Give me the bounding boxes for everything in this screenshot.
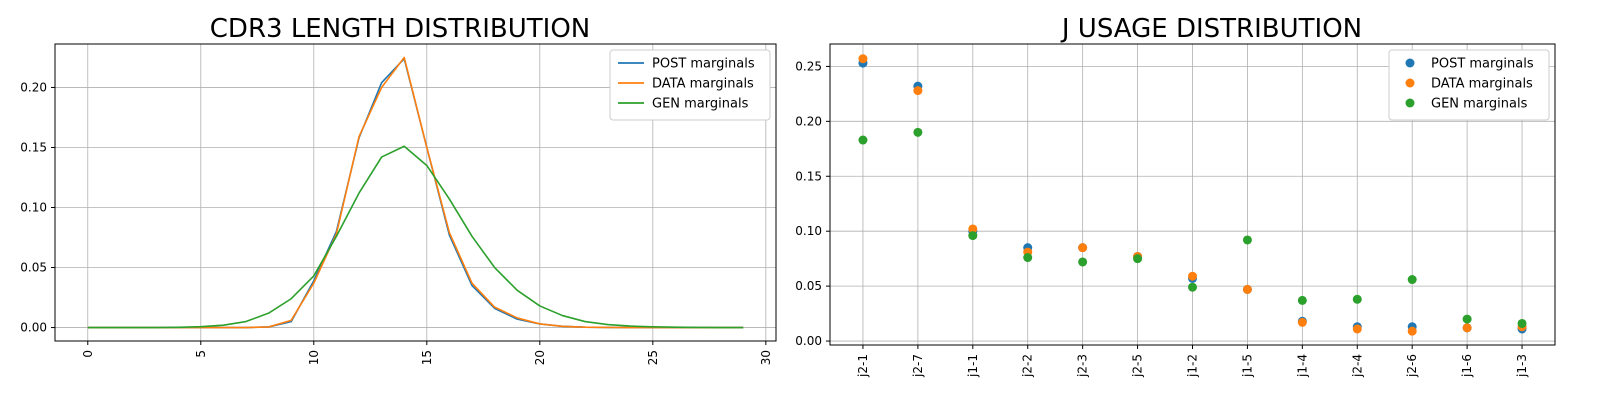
series-gen-marginals: [87, 145, 744, 329]
chart-title: CDR3 LENGTH DISTRIBUTION: [210, 14, 590, 44]
data-point: [1242, 284, 1252, 294]
legend-label: GEN marginals: [1431, 97, 1528, 112]
data-point: [913, 127, 923, 137]
x-tick-label: j1-3: [1515, 354, 1529, 378]
series-line: [87, 145, 744, 329]
x-tick-label: j2-4: [1350, 354, 1364, 378]
legend: POST marginals DATA marginals GEN marginal…: [609, 49, 771, 121]
data-point: [1242, 235, 1252, 245]
data-point: [1078, 257, 1088, 267]
data-point: [1407, 326, 1417, 336]
y-tick-label: 0.10: [795, 224, 822, 238]
x-tick-label: 10: [307, 350, 321, 365]
y-tick-label: 0.05: [795, 279, 822, 293]
data-point: [1462, 323, 1472, 333]
series-gen-marginals: [858, 127, 1527, 328]
legend-item: GEN marginals: [618, 97, 749, 112]
legend-item: GEN marginals: [1405, 97, 1528, 112]
legend: POST marginals DATA marginals GEN marginal…: [1388, 49, 1550, 121]
data-point: [1352, 294, 1362, 304]
y-tick-label: 0.15: [795, 169, 822, 183]
data-point: [1297, 317, 1307, 327]
y-tick-label: 0.05: [20, 261, 47, 275]
data-point: [1352, 324, 1362, 334]
legend-swatch: [1405, 58, 1415, 68]
x-tick-label: j1-6: [1460, 354, 1474, 378]
x-tick-label: 20: [533, 350, 547, 365]
legend-label: DATA marginals: [652, 77, 754, 92]
chart-title: J USAGE DISTRIBUTION: [1060, 14, 1362, 44]
data-point: [858, 135, 868, 145]
x-tick-label: j1-2: [1186, 354, 1200, 378]
data-point: [1078, 243, 1088, 253]
legend-label: POST marginals: [1431, 57, 1534, 72]
legend-item: POST marginals: [618, 57, 755, 72]
data-point: [913, 86, 923, 96]
x-tick-label: 30: [759, 350, 773, 365]
legend-label: DATA marginals: [1431, 77, 1533, 92]
data-point: [1133, 254, 1143, 264]
x-tick-label: j2-2: [1021, 354, 1035, 378]
legend-frame: [609, 49, 771, 121]
x-tick-label: 15: [420, 350, 434, 365]
legend-swatch: [1405, 98, 1415, 108]
data-point: [1517, 318, 1527, 328]
x-tick-label: j1-1: [966, 354, 980, 378]
legend-label: POST marginals: [652, 57, 755, 72]
x-tick-label: j1-4: [1295, 354, 1309, 378]
legend-item: POST marginals: [1405, 57, 1534, 72]
y-tick-label: 0.10: [20, 201, 47, 215]
legend-label: GEN marginals: [652, 97, 749, 112]
data-point: [1462, 314, 1472, 324]
x-tick-label: j1-5: [1240, 354, 1254, 378]
x-tick-label: 5: [194, 350, 208, 358]
x-tick-label: j2-5: [1131, 354, 1145, 378]
cdr3-length-chart: CDR3 LENGTH DISTRIBUTION 0 5 10 15 20 25 30 0.0…: [20, 14, 777, 365]
x-tick-label: 25: [646, 350, 660, 365]
x-tick-label: j2-3: [1076, 354, 1090, 378]
data-point: [1407, 275, 1417, 285]
data-point: [858, 54, 868, 64]
x-tick-label: 0: [81, 350, 95, 358]
y-tick-label: 0.20: [795, 114, 822, 128]
legend-item: DATA marginals: [618, 77, 754, 92]
j-usage-chart: J USAGE DISTRIBUTION j2-1 j2-7 j1-1 j2-2 j2-…: [795, 14, 1556, 378]
y-tick-label: 0.00: [795, 334, 822, 348]
axes-frame: [54, 43, 777, 342]
legend-frame: [1388, 49, 1550, 121]
x-tick-label: j2-7: [911, 354, 925, 378]
y-tick-label: 0.20: [20, 80, 47, 94]
y-tick-label: 0.00: [20, 321, 47, 335]
data-point: [1188, 282, 1197, 292]
data-point: [1297, 295, 1307, 305]
y-tick-label: 0.15: [20, 140, 47, 154]
data-point: [968, 231, 978, 241]
x-tick-label: j2-6: [1405, 354, 1419, 378]
data-point: [1188, 271, 1197, 281]
legend-swatch: [1405, 78, 1415, 88]
y-tick-label: 0.25: [795, 59, 822, 73]
data-point: [968, 224, 978, 234]
axes-frame: [829, 43, 1556, 346]
legend-item: DATA marginals: [1405, 77, 1533, 92]
data-point: [1023, 253, 1033, 263]
x-tick-label: j2-1: [856, 354, 870, 378]
